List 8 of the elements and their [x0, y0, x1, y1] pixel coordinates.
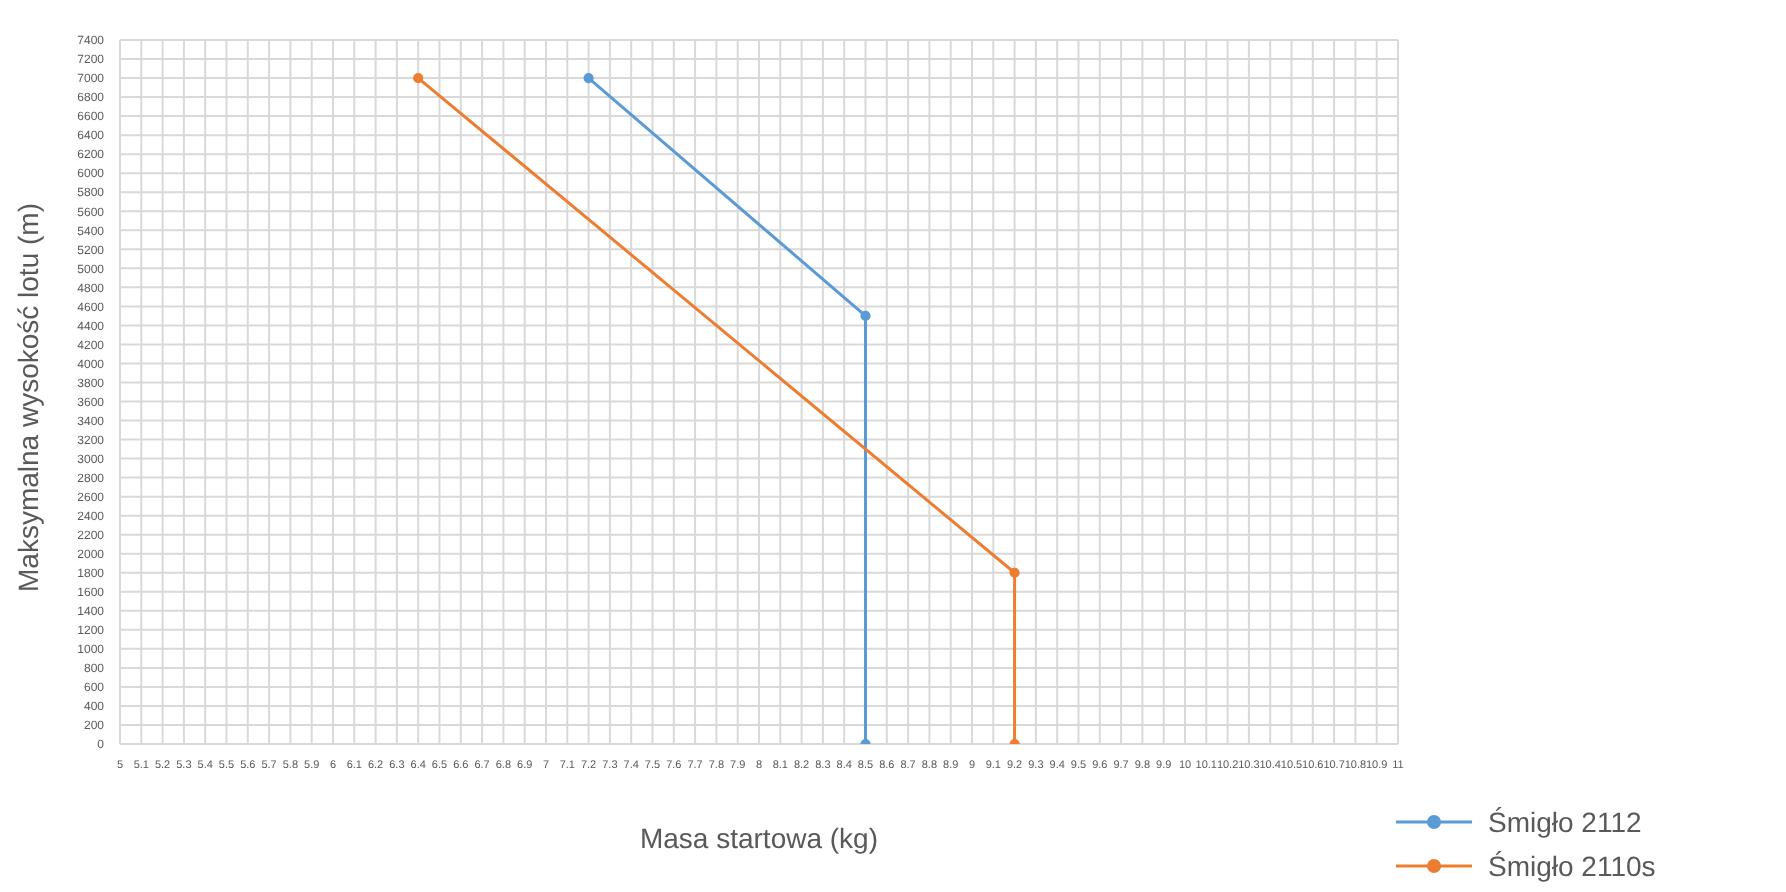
point	[1009, 567, 1020, 578]
point	[413, 72, 424, 84]
legend-label: Śmigło 2110s	[1488, 850, 1656, 882]
x-axis-title: Masa startowa (kg)	[639, 822, 879, 854]
legend-label: Śmigło 2112	[1488, 806, 1642, 838]
point	[583, 72, 594, 84]
point	[860, 310, 871, 321]
y-axis-title: Maksymalna wysokość lotu (m)	[11, 203, 44, 592]
